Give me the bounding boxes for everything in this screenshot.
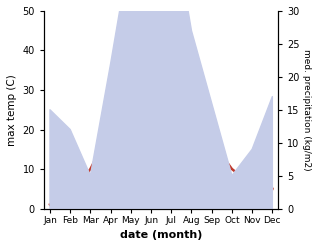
X-axis label: date (month): date (month): [120, 230, 202, 240]
Y-axis label: max temp (C): max temp (C): [7, 74, 17, 146]
Y-axis label: med. precipitation (kg/m2): med. precipitation (kg/m2): [302, 49, 311, 171]
